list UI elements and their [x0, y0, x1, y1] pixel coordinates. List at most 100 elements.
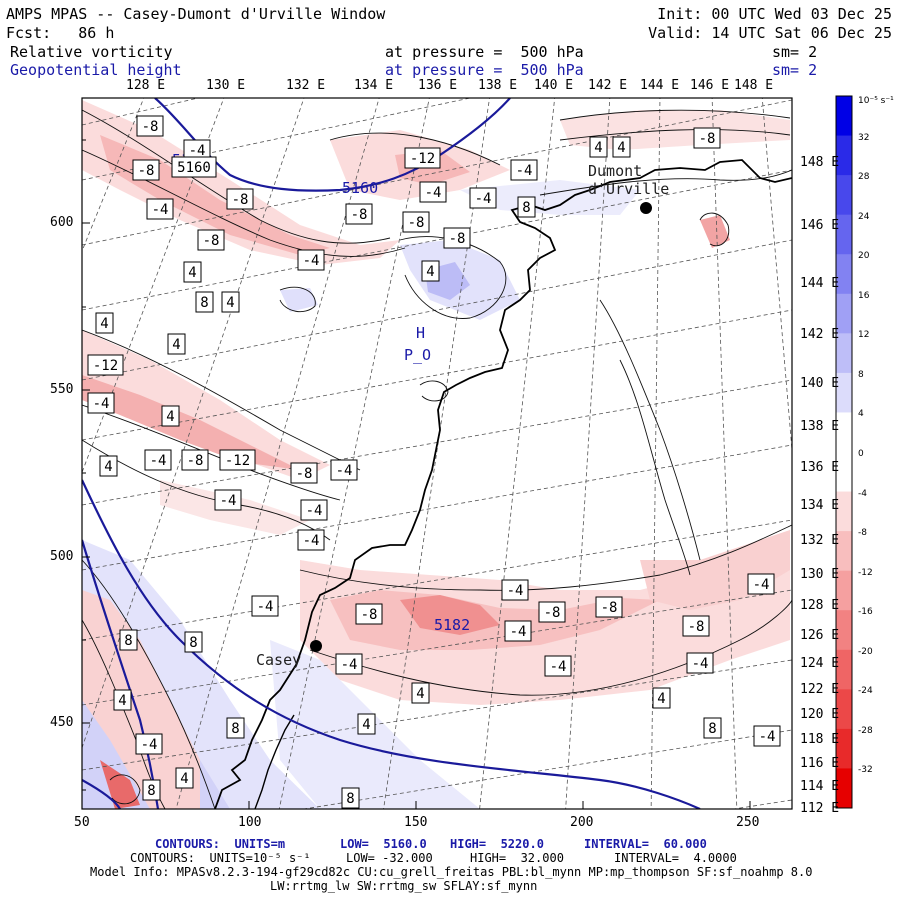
svg-text:-8: -8 — [203, 233, 220, 249]
vorticity-contour-label: -4 — [686, 652, 714, 674]
vorticity-contour-label: 8 — [226, 717, 245, 739]
svg-text:-4: -4 — [306, 503, 323, 519]
top-longitude-label: 144 E — [640, 78, 680, 93]
colorbar-swatch — [836, 768, 852, 809]
right-longitude-label: 130 E — [800, 567, 840, 582]
svg-text:-4: -4 — [507, 583, 524, 599]
svg-text:4: 4 — [172, 337, 180, 353]
right-longitude-label: 144 E — [800, 276, 840, 291]
top-longitude-label: 142 E — [588, 78, 628, 93]
svg-text:4: 4 — [416, 686, 424, 702]
svg-text:5160: 5160 — [177, 160, 211, 176]
svg-text:-4: -4 — [516, 163, 533, 179]
footer-vort-contours: CONTOURS: UNITS=10⁻⁵ s⁻¹ — [130, 851, 311, 865]
right-longitude-label: 122 E — [800, 682, 840, 697]
vorticity-contour-label: -12 — [219, 449, 256, 471]
colorbar-level-label: -12 — [858, 567, 873, 578]
right-longitude-label: 126 E — [800, 628, 840, 643]
vorticity-contour-label: -8 — [693, 127, 721, 149]
colorbar-level-label: 28 — [858, 172, 870, 183]
colorbar-swatch — [836, 452, 852, 493]
vorticity-contour-label: -8 — [181, 449, 209, 471]
vorticity-contour-label: -8 — [226, 188, 254, 210]
colorbar-swatch — [836, 689, 852, 730]
field1-level: at pressure = 500 hPa — [385, 43, 584, 61]
svg-text:-8: -8 — [361, 607, 378, 623]
left-y-label: 600 — [50, 215, 74, 230]
bottom-x-label: 50 — [74, 815, 90, 830]
colorbar-level-label: -24 — [858, 686, 873, 697]
svg-text:8: 8 — [346, 791, 354, 807]
colorbar-swatch — [836, 412, 852, 453]
colorbar-level-label: 4 — [858, 409, 864, 420]
vorticity-contour-label: -4 — [135, 733, 163, 755]
colorbar-level-label: -20 — [858, 646, 873, 657]
vorticity-contour-label: -4 — [335, 653, 363, 675]
colorbar-level-label: -32 — [858, 765, 873, 776]
colorbar-swatch — [836, 570, 852, 611]
vorticity-contour-label: -4 — [146, 198, 174, 220]
svg-text:-4: -4 — [475, 191, 492, 207]
svg-text:-8: -8 — [408, 215, 425, 231]
svg-text:8: 8 — [200, 295, 208, 311]
svg-text:4: 4 — [104, 459, 112, 475]
dumont-durville-station-marker — [640, 202, 652, 214]
vorticity-contour-label: -4 — [297, 249, 325, 271]
svg-text:-4: -4 — [141, 737, 158, 753]
right-longitude-label: 132 E — [800, 533, 840, 548]
svg-text:-12: -12 — [410, 151, 435, 167]
colorbar-level-label: 0 — [858, 449, 864, 459]
right-longitude-label: 120 E — [800, 707, 840, 722]
svg-text:-8: -8 — [351, 207, 368, 223]
vorticity-contour-label: 4 — [421, 260, 440, 282]
left-y-label: 550 — [50, 382, 74, 397]
svg-text:4: 4 — [100, 316, 108, 332]
right-longitude-label: 140 E — [800, 376, 840, 391]
vorticity-contour-label: -4 — [300, 499, 328, 521]
vorticity-contour-label: 4 — [589, 136, 608, 158]
right-longitude-label: 136 E — [800, 460, 840, 475]
colorbar — [835, 95, 853, 809]
right-longitude-label: 114 E — [800, 779, 840, 794]
field1-name: Relative vorticity — [10, 43, 173, 61]
vorticity-contour-label: -8 — [538, 601, 566, 623]
svg-text:4: 4 — [188, 265, 196, 281]
vorticity-contour-label: -8 — [197, 229, 225, 251]
vorticity-contour-label: 8 — [142, 779, 161, 801]
svg-text:-8: -8 — [232, 192, 249, 208]
right-longitude-label: 112 E — [800, 801, 840, 816]
vorticity-labels: -8-4-8 5160-4-8-8-12-4-8-4-4-484-8-848 444… — [87, 115, 781, 809]
left-y-label: 450 — [50, 715, 74, 730]
casey-station-marker — [310, 640, 322, 652]
vorticity-contour-label: -4 — [251, 595, 279, 617]
svg-text:-12: -12 — [225, 453, 250, 469]
svg-text:-8: -8 — [449, 231, 466, 247]
vorticity-contour-label: -8 — [402, 211, 430, 233]
vorticity-contour-label: 4 — [221, 291, 240, 313]
vorticity-contour-label: 4 — [411, 682, 430, 704]
colorbar-swatch — [836, 372, 852, 413]
svg-text:4: 4 — [180, 771, 188, 787]
footer-height-high: HIGH= 5220.0 — [450, 837, 544, 851]
svg-text:-4: -4 — [759, 729, 776, 745]
svg-text:4: 4 — [657, 691, 665, 707]
lat-lon-grid — [82, 98, 792, 809]
field2-smoothing: sm= 2 — [772, 61, 818, 79]
colorbar-level-label: 32 — [858, 132, 870, 143]
colorbar-level-label: 24 — [858, 211, 870, 222]
right-longitude-label: 148 E — [800, 155, 840, 170]
svg-text:8: 8 — [522, 200, 530, 216]
svg-text:-8: -8 — [601, 600, 618, 616]
right-longitude-label: 134 E — [800, 498, 840, 513]
vorticity-contour-label: -4 — [753, 725, 781, 747]
svg-text:8: 8 — [231, 721, 239, 737]
right-longitude-label: 118 E — [800, 732, 840, 747]
footer-model-info-2: LW:rrtmg_lw SW:rrtmg_sw SFLAY:sf_mynn — [270, 879, 538, 893]
bottom-x-label: 150 — [404, 815, 428, 830]
svg-text:-4: -4 — [303, 253, 320, 269]
vorticity-contour-label: 8 — [517, 196, 536, 218]
colorbar-swatch — [836, 531, 852, 572]
colorbar-level-label: -4 — [858, 488, 867, 499]
vorticity-contour-label: -4 — [214, 489, 242, 511]
right-longitude-label: 128 E — [800, 598, 840, 613]
